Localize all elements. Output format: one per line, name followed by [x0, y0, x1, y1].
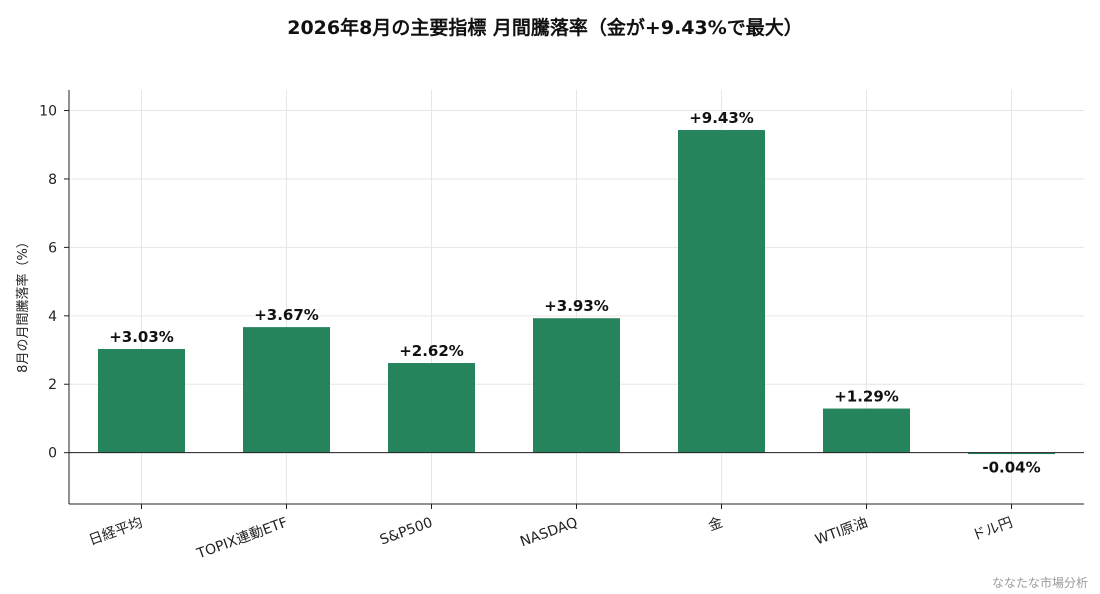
x-tick-label: 金: [706, 515, 725, 535]
bar: [243, 327, 330, 453]
data-label: +1.29%: [834, 388, 899, 406]
data-label: +3.03%: [109, 328, 174, 346]
x-tick-label: 日経平均: [87, 515, 145, 549]
bar: [98, 349, 185, 453]
x-tick-label: NASDAQ: [518, 515, 580, 550]
x-tick-label: WTI原油: [813, 515, 870, 549]
y-tick-label: 6: [48, 240, 57, 256]
bar: [533, 318, 620, 453]
data-label: +3.67%: [254, 306, 319, 324]
y-tick-label: 8: [48, 172, 57, 188]
data-label: +2.62%: [399, 342, 464, 360]
y-tick-label: 0: [48, 446, 57, 462]
bars: [69, 130, 1084, 455]
bar: [823, 408, 910, 453]
bar: [678, 130, 765, 453]
data-label: +3.93%: [544, 297, 609, 315]
bar: [968, 452, 1055, 455]
x-ticks: 日経平均 TOPIX連動ETF S&P500 NASDAQ 金 WTI原油 ドル円: [87, 504, 1015, 563]
y-ticks: 0 2 4 6 8 10: [39, 104, 69, 462]
x-tick-label: TOPIX連動ETF: [194, 515, 290, 563]
x-tick-label: ドル円: [970, 515, 1015, 544]
watermark: ななたな市場分析: [992, 575, 1088, 590]
data-label: +9.43%: [689, 109, 754, 127]
bar: [388, 363, 475, 453]
data-labels: +3.03% +3.67% +2.62% +3.93% +9.43% +1.29% -0.0…: [109, 109, 1040, 477]
y-tick-label: 10: [39, 104, 57, 120]
x-tick-label: S&P500: [378, 515, 435, 549]
data-label: -0.04%: [982, 459, 1040, 477]
chart-title: 2026年8月の主要指標 月間騰落率（金が+9.43%で最大）: [287, 16, 803, 39]
y-axis-label: 8月の月間騰落率（%）: [15, 235, 31, 373]
y-tick-label: 2: [48, 377, 57, 393]
y-tick-label: 4: [48, 309, 57, 325]
